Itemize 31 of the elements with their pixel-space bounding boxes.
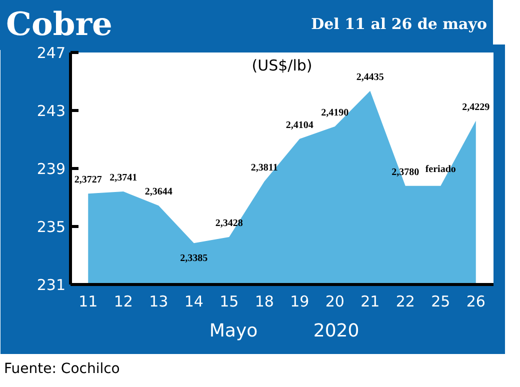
x-tick-label: 20 [325,292,344,310]
y-tick-label: 235 [36,218,66,236]
source-note: Fuente: Cochilco [4,360,120,379]
y-axis-title: (US$/lb) [252,56,312,74]
x-tick-label: 13 [149,292,168,310]
data-label: 2,4229 [462,102,490,113]
data-label: 2,4190 [321,107,349,118]
x-tick-label: 26 [466,292,486,310]
x-tick-label: 25 [431,292,450,310]
x-tick-label: 15 [220,292,239,310]
data-label: 2,4104 [286,120,314,131]
x-tick-label: 21 [360,292,380,310]
x-tick-label: 14 [184,292,204,310]
x-tick-label: 18 [254,292,274,310]
data-label: 2,3644 [144,186,172,198]
y-tick-label: 243 [36,102,66,120]
data-label: 2,3727 [74,174,102,186]
data-label: 2,3385 [180,253,208,264]
text: Mayo [209,320,258,342]
x-tick-label: 22 [396,292,415,310]
x-tick-label: 19 [290,292,310,310]
data-label: 2,4435 [356,72,384,83]
text: 2020 [313,320,360,342]
chart-title: Cobre [6,5,112,43]
y-tick-label: 247 [36,44,66,62]
y-tick-label: 239 [36,160,66,178]
data-label: 2,3741 [110,172,138,184]
x-tick-label: 12 [114,292,133,310]
y-tick-label: 231 [36,276,66,294]
chart-subtitle: Del 11 al 26 de mayo [311,14,487,36]
x-tick-label: 11 [78,292,98,310]
